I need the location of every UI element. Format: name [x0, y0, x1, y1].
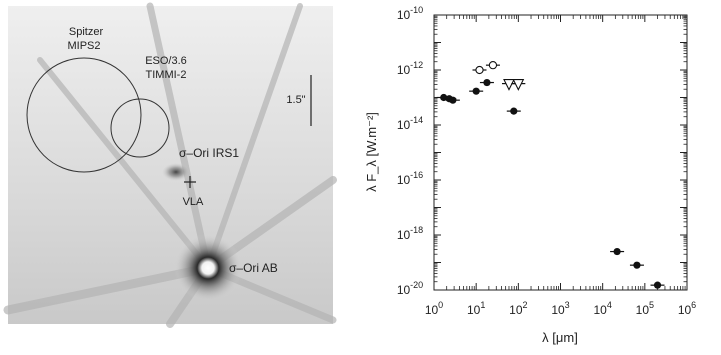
y-tick-label: 10-18	[397, 225, 423, 242]
y-tick-label: 10-14	[397, 115, 423, 132]
spitzer-mips2-circle	[26, 57, 142, 173]
timmi2-label-line1: ESO/3.6	[145, 55, 187, 67]
image-panel: Spitzer MIPS2 ESO/3.6 TIMMI-2 1.5" σ–Ori…	[3, 2, 337, 328]
data-point-filled-circle	[445, 96, 460, 104]
data-points	[436, 61, 665, 289]
y-tick-label: 10-16	[397, 170, 423, 187]
spitzer-label-line2: MIPS2	[67, 40, 100, 52]
x-tick-label: 104	[593, 300, 611, 317]
irs1-source-glow	[162, 163, 190, 181]
timmi2-label-line2: TIMMI-2	[146, 69, 187, 81]
data-point-filled-circle	[610, 247, 625, 256]
data-point-filled-circle	[479, 78, 494, 87]
vla-label: VLA	[183, 196, 204, 208]
irs1-label: σ–Ori IRS1	[179, 146, 239, 160]
data-point-open-circle	[472, 65, 487, 75]
x-tick-labels: 100 101 102 103 104 105 106	[425, 300, 696, 317]
ab-label: σ–Ori AB	[229, 261, 278, 275]
spitzer-label-line1: Spitzer	[69, 26, 104, 38]
y-tick-label: 10-10	[397, 5, 423, 22]
data-point-filled-circle	[629, 261, 644, 269]
x-tick-label: 106	[678, 300, 696, 317]
sed-plot: 100 101 102 103 104 105 106 10-2010-1810-1610-…	[364, 5, 696, 345]
data-point-filled-circle	[506, 107, 521, 115]
x-tick-label: 105	[636, 300, 654, 317]
axis-ticks	[433, 14, 688, 291]
x-tick-label: 101	[467, 300, 485, 317]
scale-bar-label: 1.5"	[286, 94, 305, 106]
plot-frame	[433, 14, 688, 291]
data-point-open-circle	[485, 61, 500, 70]
y-tick-labels: 10-20 10-18 10-16 10-14 10-12 10-10	[397, 5, 423, 297]
data-point-open-triangle-down	[511, 79, 526, 91]
y-tick-label: 10-12	[397, 60, 423, 77]
ab-source-glow	[174, 234, 242, 302]
data-point-filled-circle	[469, 87, 484, 95]
vla-cross-marker	[184, 176, 196, 188]
data-point-filled-circle	[650, 281, 665, 289]
x-tick-label: 100	[425, 300, 443, 317]
y-axis-label: λ F_λ [W.m⁻²]	[364, 112, 379, 192]
x-tick-label: 103	[551, 300, 569, 317]
timmi2-circle	[110, 98, 170, 158]
x-axis-label: λ [μm]	[542, 330, 578, 345]
y-tick-label: 10-20	[397, 280, 423, 297]
x-tick-label: 102	[509, 300, 527, 317]
